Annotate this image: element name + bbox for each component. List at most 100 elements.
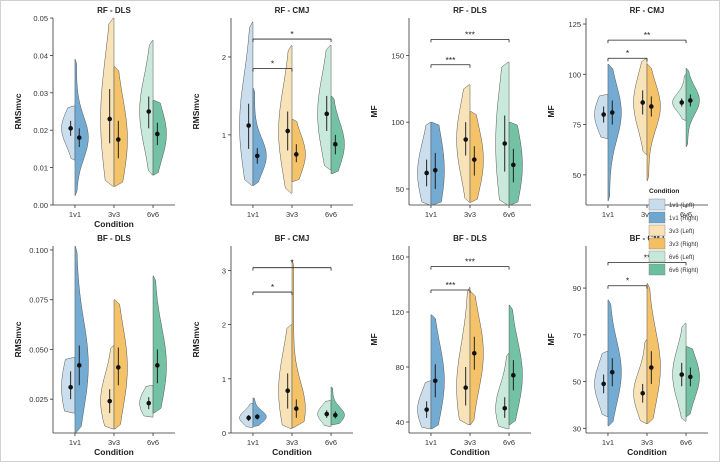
y-tick-label: 0.00 — [33, 201, 48, 210]
y-tick-label: 120 — [391, 308, 404, 317]
violin-left-3v3 — [278, 45, 293, 194]
violin-left-1v1 — [239, 21, 254, 186]
mean-point-left-6v6 — [679, 100, 685, 105]
x-tick-label: 6v6 — [503, 210, 515, 219]
violin-right-6v6 — [152, 100, 167, 176]
significance-label: *** — [465, 29, 476, 39]
violin-right-3v3 — [113, 66, 128, 187]
violin-left-6v6 — [317, 45, 332, 171]
y-tick-label: 70 — [573, 331, 581, 340]
x-tick-label: 3v3 — [641, 438, 653, 447]
mean-point-right-6v6 — [333, 412, 338, 418]
significance-label: *** — [446, 55, 457, 65]
violin-right-3v3 — [113, 299, 128, 430]
mean-point-right-6v6 — [688, 374, 693, 380]
significance-bracket: * — [607, 276, 648, 289]
y-tick-label: 40 — [396, 418, 404, 427]
x-tick-label: 1v1 — [247, 438, 259, 447]
y-tick-label: 50 — [573, 378, 581, 387]
y-axis-label: MF — [369, 105, 379, 117]
y-tick-label: 160 — [391, 253, 404, 262]
mean-point-right-6v6 — [511, 162, 516, 168]
x-tick-label: 6v6 — [680, 438, 692, 447]
x-tick-label: 3v3 — [108, 210, 120, 219]
x-tick-label: 1v1 — [602, 210, 614, 219]
violin-right-6v6 — [685, 346, 700, 417]
x-tick-label: 6v6 — [325, 438, 337, 447]
mean-point-left-3v3 — [640, 390, 646, 396]
y-tick-label: 0.050 — [29, 345, 48, 354]
y-tick-label: 80 — [396, 363, 404, 372]
mean-point-right-3v3 — [648, 365, 654, 370]
panel-1: RF - DLS 0.00 0.01 0.02 0.03 0.04 0.05 RMSmvc Co… — [13, 6, 175, 229]
legend-swatch — [648, 211, 666, 224]
violin-left-6v6 — [139, 40, 154, 176]
y-tick-label: 0.02 — [33, 126, 48, 135]
mean-point-right-1v1 — [254, 153, 260, 159]
legend-label: 6v6 (Right) — [669, 268, 698, 274]
significance-bracket: *** — [430, 55, 471, 68]
panel-3: RF - DLS 50 100 150 MF 1v1 3v3 6v6 *** *** — [369, 6, 531, 219]
mean-point-right-3v3 — [471, 157, 477, 162]
significance-bracket: *** — [430, 280, 471, 293]
mean-point-left-1v1 — [68, 384, 73, 390]
y-tick-label: 1 — [222, 131, 226, 140]
y-tick-label: 2 — [222, 321, 226, 330]
significance-bracket: ** — [607, 252, 687, 266]
y-tick-label: 30 — [573, 424, 581, 433]
mean-point-right-1v1 — [609, 369, 615, 375]
y-tick-label: 0 — [222, 429, 226, 438]
violin-left-6v6 — [495, 61, 510, 206]
violin-left-1v1 — [594, 350, 609, 417]
mean-point-right-1v1 — [76, 363, 82, 368]
violin-left-3v3 — [456, 286, 471, 426]
y-tick-label: 50 — [573, 171, 581, 180]
violin-left-6v6 — [495, 352, 510, 430]
y-axis-label: RMSmvc — [13, 321, 23, 357]
panel-6: BF - CMJ 0 1 2 3 RMSmvc Condition 1v1 3v3 6v6 * * — [191, 234, 353, 457]
x-axis-label: Condition — [627, 447, 667, 457]
x-tick-label: 3v3 — [464, 438, 476, 447]
y-tick-label: 100 — [568, 70, 581, 79]
significance-bracket: *** — [430, 257, 510, 270]
mean-point-left-3v3 — [285, 388, 291, 394]
mean-point-right-1v1 — [432, 167, 438, 173]
x-tick-label: 1v1 — [69, 438, 81, 447]
mean-point-left-6v6 — [324, 111, 330, 117]
panel-7: BF - DLS 40 80 120 160 MF Condition 1v1 3v3 6v6 **… — [369, 234, 531, 457]
y-tick-label: 1 — [222, 375, 226, 384]
significance-bracket: * — [252, 29, 332, 43]
y-axis-label: RMSmvc — [13, 93, 23, 129]
significance-bracket: * — [252, 282, 293, 296]
mean-point-left-3v3 — [640, 100, 646, 105]
panel-title: BF - CMJ — [630, 234, 665, 243]
x-tick-label: 3v3 — [286, 210, 298, 219]
violin-right-1v1 — [252, 397, 267, 427]
y-tick-label: 150 — [391, 51, 404, 60]
y-tick-label: 0.025 — [29, 395, 48, 404]
mean-point-right-3v3 — [115, 365, 121, 370]
legend-label: 3v3 (Right) — [669, 242, 698, 248]
mean-point-right-6v6 — [155, 363, 160, 368]
y-tick-label: 0.075 — [29, 296, 48, 305]
x-tick-label: 3v3 — [641, 210, 653, 219]
significance-bracket: * — [252, 258, 332, 271]
legend-title: Condition — [649, 188, 679, 195]
significance-bracket: * — [607, 48, 648, 62]
y-tick-label: 0.03 — [33, 89, 48, 98]
significance-bracket: *** — [430, 29, 510, 43]
mean-point-left-1v1 — [424, 170, 429, 176]
x-axis-label: Condition — [272, 447, 312, 457]
mean-point-right-6v6 — [688, 98, 693, 103]
y-tick-label: 0.05 — [33, 14, 48, 23]
x-axis-label: Condition — [94, 219, 134, 229]
y-axis-label: MF — [546, 105, 556, 117]
x-axis-label: Condition — [450, 447, 490, 457]
mean-point-left-1v1 — [68, 126, 73, 131]
mean-point-left-3v3 — [107, 116, 113, 122]
violin-right-3v3 — [469, 291, 484, 426]
mean-point-left-1v1 — [424, 407, 429, 412]
significance-label: ** — [644, 30, 651, 40]
